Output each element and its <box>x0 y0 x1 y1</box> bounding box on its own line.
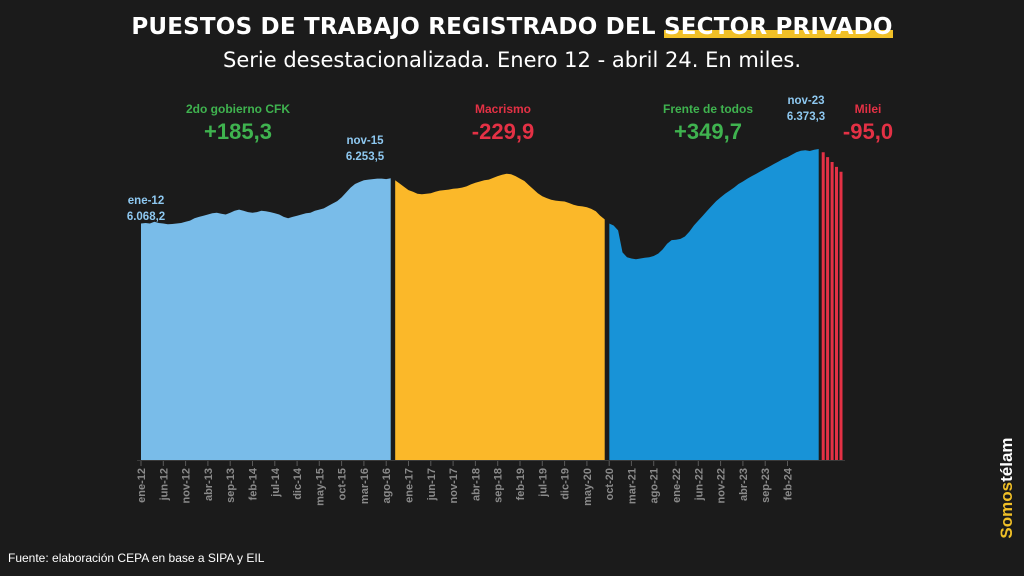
period-change-value: -229,9 <box>472 119 534 144</box>
title-main: PUESTOS DE TRABAJO REGISTRADO DEL <box>131 14 664 40</box>
chart-title: PUESTOS DE TRABAJO REGISTRADO DEL SECTOR… <box>0 14 1024 40</box>
chart-areas <box>141 149 843 460</box>
area-fdt <box>609 149 819 460</box>
x-tick-label: oct-20 <box>604 468 616 500</box>
period-label: 2do gobierno CFK <box>186 102 290 116</box>
brand-logo: Somostélam <box>997 437 1016 539</box>
x-tick-label: jun-12 <box>158 468 170 501</box>
x-tick-label: dic-19 <box>560 468 572 500</box>
period-dividers <box>393 180 610 460</box>
x-tick-label: ago-16 <box>381 468 393 503</box>
annotation-value: 6.253,5 <box>346 151 385 163</box>
x-tick-label: feb-24 <box>783 467 795 500</box>
x-tick-label: feb-14 <box>248 467 260 500</box>
area-cfk <box>141 178 391 460</box>
period-label: Macrismo <box>475 102 531 116</box>
area-macrismo <box>395 173 605 460</box>
annotation-date: nov-23 <box>787 95 824 107</box>
x-tick-label: sep-23 <box>760 468 772 503</box>
period-change-value: +185,3 <box>204 119 272 144</box>
period-label: Milei <box>855 102 882 116</box>
annotation-date: nov-15 <box>346 135 384 147</box>
bars-milei <box>821 152 843 460</box>
period-label: Frente de todos <box>663 102 753 116</box>
x-tick-label: abr-23 <box>738 468 750 501</box>
x-tick-label: oct-15 <box>337 468 349 500</box>
x-tick-label: mar-16 <box>359 468 371 504</box>
x-tick-label: abr-18 <box>470 468 482 501</box>
x-tick-label: nov-22 <box>716 468 728 503</box>
x-tick-label: ene-22 <box>671 468 683 503</box>
x-tick-label: abr-13 <box>203 468 215 501</box>
x-tick-label: jun-17 <box>426 468 438 501</box>
x-tick-label: ago-21 <box>649 468 661 503</box>
x-axis-ticks: ene-12 jun-12 nov-12 abr-13 sep-13 feb-14 jul-… <box>136 460 795 506</box>
x-tick-label: feb-19 <box>515 468 527 500</box>
title-highlight: SECTOR PRIVADO <box>663 14 893 40</box>
x-tick-label: may-20 <box>582 468 594 506</box>
x-tick-label: ene-12 <box>136 468 148 503</box>
x-tick-label: jul-14 <box>270 467 282 498</box>
annotation-value: 6.068,2 <box>127 211 165 223</box>
x-tick-label: may-15 <box>314 468 326 506</box>
x-tick-label: sep-18 <box>493 468 505 503</box>
x-tick-label: sep-13 <box>225 468 237 503</box>
x-tick-label: jun-22 <box>693 468 705 501</box>
x-tick-label: jul-19 <box>537 468 549 498</box>
x-tick-label: mar-21 <box>626 468 638 504</box>
point-annotations: ene-12 6.068,2 nov-15 6.253,5 nov-23 6.373,3 <box>127 95 825 223</box>
chart-subtitle: Serie desestacionalizada. Enero 12 - abr… <box>223 48 801 72</box>
source-note: Fuente: elaboración CEPA en base a SIPA … <box>8 551 265 565</box>
annotation-date: ene-12 <box>128 195 164 207</box>
x-tick-label: nov-17 <box>448 468 460 503</box>
x-tick-label: dic-14 <box>292 467 304 500</box>
x-tick-label: ene-17 <box>404 468 416 503</box>
period-change-value: +349,7 <box>674 119 742 144</box>
x-tick-label: nov-12 <box>181 468 193 503</box>
period-labels: 2do gobierno CFK +185,3 Macrismo -229,9 Fren… <box>186 102 893 144</box>
period-change-value: -95,0 <box>843 119 893 144</box>
annotation-value: 6.373,3 <box>787 111 825 123</box>
